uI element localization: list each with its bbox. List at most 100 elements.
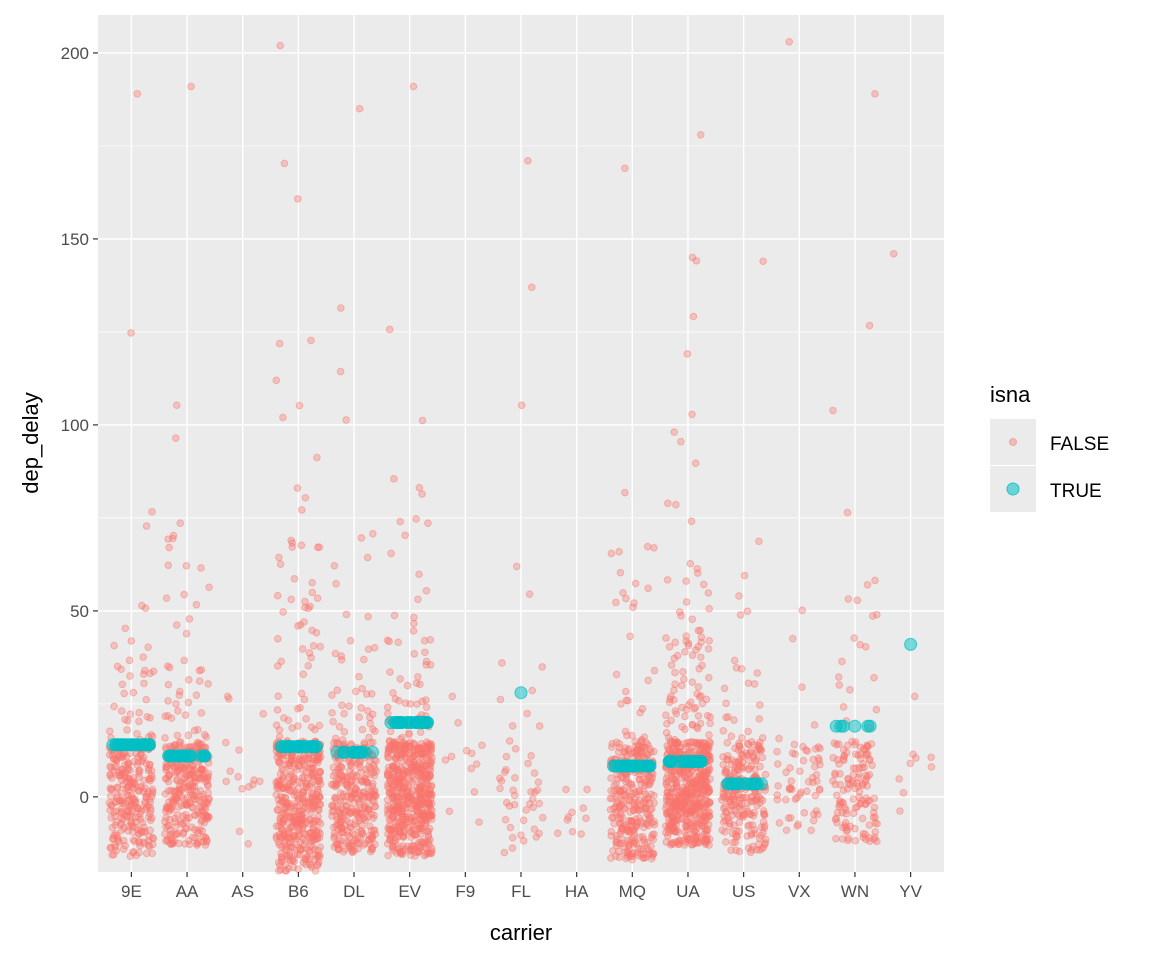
point-false bbox=[146, 810, 154, 818]
point-false bbox=[669, 840, 678, 848]
point-false bbox=[277, 853, 286, 861]
point-false bbox=[368, 690, 376, 698]
point-false bbox=[129, 784, 138, 793]
point-false bbox=[352, 794, 361, 803]
point-false bbox=[122, 813, 131, 821]
point-false bbox=[294, 622, 302, 630]
point-false bbox=[172, 776, 181, 784]
point-false bbox=[117, 807, 126, 816]
point-false bbox=[122, 752, 131, 761]
point-false bbox=[286, 856, 295, 865]
point-false bbox=[349, 770, 358, 778]
point-false bbox=[112, 756, 121, 765]
point-false bbox=[351, 777, 359, 786]
x-tick-label: F9 bbox=[455, 882, 475, 901]
point-false bbox=[348, 847, 356, 856]
point-false bbox=[222, 738, 230, 747]
point-false bbox=[760, 840, 769, 849]
point-false bbox=[275, 759, 284, 767]
point-false bbox=[180, 775, 188, 783]
point-false bbox=[722, 794, 730, 803]
point-false bbox=[297, 689, 306, 698]
point-false bbox=[671, 707, 680, 715]
point-false bbox=[314, 817, 323, 826]
point-false bbox=[697, 833, 706, 841]
point-false bbox=[277, 833, 285, 842]
point-false bbox=[126, 779, 135, 787]
point-false bbox=[175, 789, 184, 797]
point-false bbox=[126, 672, 134, 680]
point-false bbox=[386, 789, 395, 798]
point-false bbox=[124, 764, 133, 773]
point-false bbox=[365, 831, 374, 840]
point-false bbox=[307, 808, 315, 817]
point-false bbox=[183, 813, 191, 822]
point-false bbox=[182, 770, 190, 779]
point-false bbox=[111, 755, 120, 764]
point-false bbox=[124, 766, 133, 774]
point-false bbox=[162, 594, 171, 602]
point-false bbox=[338, 816, 346, 825]
point-false bbox=[137, 828, 146, 836]
point-false bbox=[195, 666, 204, 675]
point-false bbox=[306, 760, 315, 768]
point-false bbox=[194, 808, 202, 816]
point-false bbox=[176, 519, 185, 528]
point-false bbox=[112, 817, 121, 826]
point-false bbox=[650, 543, 658, 552]
point-false bbox=[649, 835, 658, 844]
point-false bbox=[760, 824, 769, 832]
point-false bbox=[328, 709, 336, 717]
point-false bbox=[148, 814, 156, 822]
point-false bbox=[181, 840, 189, 848]
point-false bbox=[297, 506, 306, 514]
point-false bbox=[694, 712, 703, 720]
point-false bbox=[182, 562, 191, 570]
point-false bbox=[167, 803, 176, 812]
point-false bbox=[345, 702, 353, 710]
point-false bbox=[168, 839, 177, 848]
point-false bbox=[199, 832, 207, 841]
point-false bbox=[302, 768, 311, 776]
point-false bbox=[758, 753, 767, 762]
point-false bbox=[662, 828, 670, 837]
point-false bbox=[172, 700, 180, 708]
point-false bbox=[140, 823, 148, 832]
point-false bbox=[629, 603, 637, 612]
point-false bbox=[313, 753, 322, 761]
point-false bbox=[309, 836, 317, 844]
point-false bbox=[174, 839, 183, 848]
point-false bbox=[109, 850, 118, 859]
point-false bbox=[182, 817, 191, 826]
point-false bbox=[665, 698, 674, 707]
point-false bbox=[293, 484, 302, 492]
point-false bbox=[418, 697, 427, 706]
point-false bbox=[124, 792, 133, 800]
point-false bbox=[188, 766, 196, 775]
point-false bbox=[746, 797, 755, 806]
point-false bbox=[198, 772, 207, 781]
point-false bbox=[346, 761, 355, 769]
point-false bbox=[186, 771, 194, 780]
point-false bbox=[181, 773, 189, 782]
x-tick-label: EV bbox=[398, 882, 421, 901]
point-false bbox=[297, 810, 306, 819]
point-false bbox=[512, 562, 521, 571]
point-false bbox=[844, 834, 853, 843]
point-false bbox=[720, 812, 728, 821]
point-false bbox=[316, 780, 325, 788]
point-false bbox=[172, 830, 181, 839]
legend-point-true bbox=[1006, 482, 1020, 496]
point-false bbox=[186, 798, 194, 807]
point-false bbox=[118, 797, 127, 806]
point-false bbox=[196, 787, 205, 795]
point-false bbox=[756, 701, 764, 709]
point-false bbox=[283, 852, 291, 860]
point-false bbox=[201, 805, 209, 814]
point-false bbox=[174, 829, 183, 838]
point-false bbox=[313, 594, 322, 602]
point-false bbox=[181, 778, 190, 787]
point-false bbox=[140, 679, 148, 688]
point-false bbox=[197, 766, 205, 775]
point-false bbox=[186, 786, 195, 795]
